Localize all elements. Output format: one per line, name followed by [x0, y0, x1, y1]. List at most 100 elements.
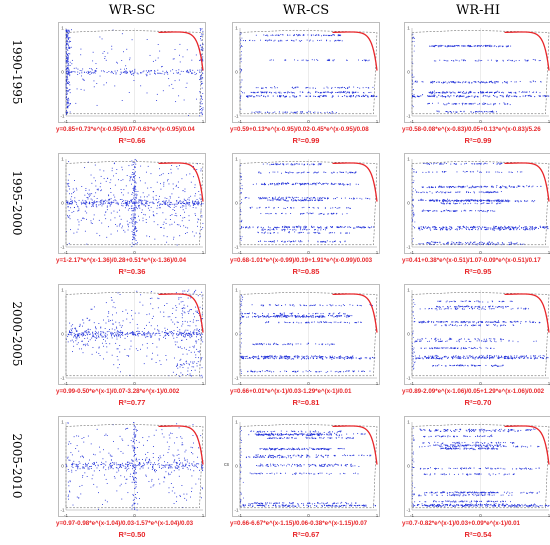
data-point — [309, 207, 310, 209]
data-point — [121, 331, 123, 333]
data-point — [121, 198, 123, 200]
data-point — [148, 313, 150, 315]
data-point — [454, 82, 456, 84]
data-point — [510, 186, 512, 188]
data-point — [373, 226, 375, 228]
data-point — [546, 226, 548, 228]
data-point — [474, 163, 475, 165]
data-point — [412, 82, 414, 84]
data-point — [133, 210, 135, 212]
data-point — [98, 352, 100, 354]
data-point — [93, 205, 94, 207]
data-point — [78, 210, 80, 211]
data-point — [146, 39, 148, 40]
data-point — [326, 111, 328, 113]
data-point — [94, 200, 96, 202]
data-point — [184, 203, 186, 205]
data-point — [449, 186, 451, 188]
data-point — [449, 229, 451, 231]
data-point — [270, 59, 272, 61]
data-point — [495, 171, 497, 173]
data-point — [82, 217, 84, 219]
data-point — [487, 202, 489, 204]
data-point — [413, 94, 415, 95]
data-point — [490, 103, 492, 105]
data-point — [426, 163, 428, 165]
data-point — [136, 194, 138, 196]
data-point — [280, 199, 282, 201]
data-point — [65, 30, 67, 32]
data-point — [182, 71, 184, 72]
data-point — [477, 186, 479, 188]
data-point — [433, 96, 435, 98]
data-point — [142, 344, 144, 346]
data-point — [135, 200, 137, 202]
data-point — [131, 219, 133, 221]
data-point — [265, 197, 267, 199]
data-point — [483, 111, 485, 113]
data-point — [69, 65, 71, 67]
data-point — [90, 174, 92, 176]
data-point — [261, 232, 263, 234]
data-point — [89, 202, 91, 204]
data-point — [298, 232, 300, 234]
data-point — [276, 95, 278, 97]
data-point — [284, 59, 286, 61]
data-point — [91, 337, 93, 339]
data-point — [486, 82, 488, 84]
data-point — [479, 45, 481, 47]
data-point — [113, 201, 115, 203]
data-point — [286, 182, 288, 184]
data-point — [453, 186, 455, 188]
data-point — [524, 59, 526, 61]
data-point — [329, 40, 331, 42]
data-point — [348, 91, 350, 93]
data-point — [479, 200, 481, 201]
data-point — [240, 175, 241, 177]
data-point — [429, 199, 431, 201]
data-point — [430, 95, 432, 97]
data-point — [255, 111, 257, 113]
data-point — [462, 185, 464, 187]
data-point — [122, 334, 124, 336]
data-point — [281, 182, 283, 184]
data-point — [108, 71, 110, 73]
data-point — [470, 45, 471, 47]
data-point — [432, 91, 434, 93]
data-point — [309, 212, 311, 214]
data-point — [180, 70, 182, 72]
data-point — [340, 171, 342, 173]
data-point — [451, 103, 453, 105]
data-point — [133, 176, 135, 178]
data-point — [437, 92, 439, 93]
data-point — [179, 54, 180, 56]
data-point — [515, 92, 517, 94]
data-point — [67, 82, 68, 84]
data-point — [182, 200, 184, 202]
data-point — [118, 335, 120, 337]
data-point — [271, 92, 272, 94]
data-point — [114, 184, 116, 186]
data-point — [324, 198, 326, 200]
data-point — [168, 78, 170, 80]
data-point — [502, 227, 504, 229]
data-point — [288, 183, 290, 184]
data-point — [470, 171, 472, 173]
data-point — [82, 78, 84, 80]
data-point — [254, 40, 256, 42]
data-point — [168, 199, 170, 201]
data-point — [416, 81, 418, 83]
data-point — [67, 107, 69, 109]
data-point — [324, 197, 326, 199]
data-point — [69, 203, 70, 204]
data-point — [285, 196, 287, 198]
data-point — [448, 96, 450, 98]
data-point — [342, 92, 344, 93]
data-point — [65, 85, 67, 87]
data-point — [163, 200, 165, 202]
data-point — [119, 351, 121, 353]
data-point — [311, 226, 313, 228]
data-point — [158, 200, 160, 202]
data-point — [302, 231, 304, 233]
data-point — [68, 210, 70, 212]
